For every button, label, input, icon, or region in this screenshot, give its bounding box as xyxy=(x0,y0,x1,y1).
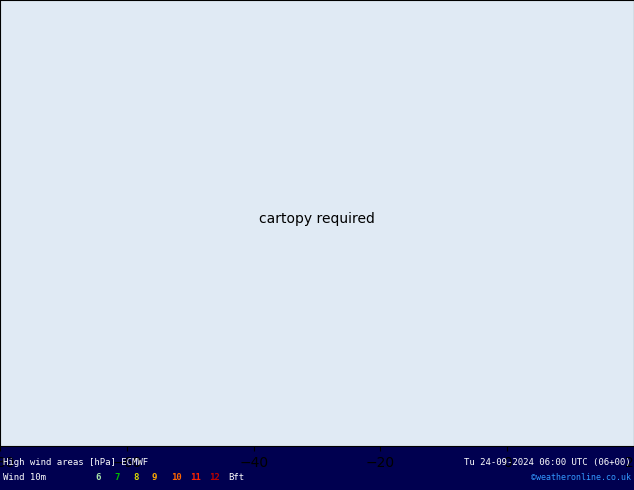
Text: 8: 8 xyxy=(133,473,138,482)
Text: cartopy required: cartopy required xyxy=(259,212,375,226)
Text: 11: 11 xyxy=(190,473,201,482)
Text: ©weatheronline.co.uk: ©weatheronline.co.uk xyxy=(531,473,631,482)
Text: Tu 24-09-2024 06:00 UTC (06+00): Tu 24-09-2024 06:00 UTC (06+00) xyxy=(464,458,631,467)
Text: 7: 7 xyxy=(114,473,119,482)
Text: 6: 6 xyxy=(95,473,100,482)
Text: Bft: Bft xyxy=(228,473,244,482)
Text: High wind areas [hPa] ECMWF: High wind areas [hPa] ECMWF xyxy=(3,458,148,467)
Text: 12: 12 xyxy=(209,473,220,482)
Text: 9: 9 xyxy=(152,473,157,482)
Text: Wind 10m: Wind 10m xyxy=(3,473,46,482)
Text: 10: 10 xyxy=(171,473,182,482)
